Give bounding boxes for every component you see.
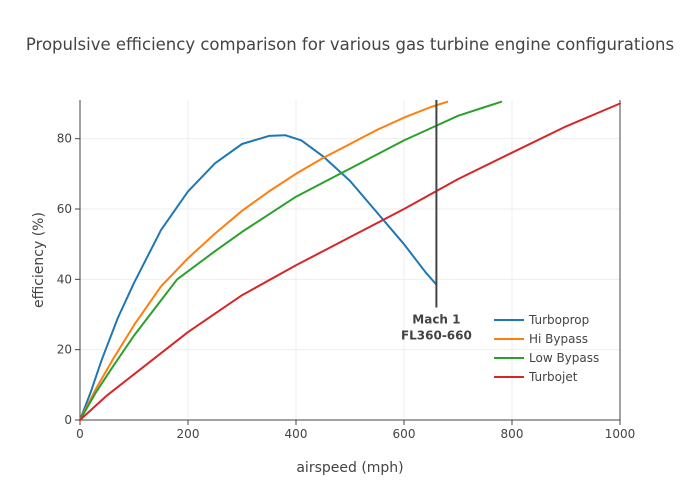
x-tick-label: 800 (501, 427, 524, 441)
y-tick-label: 60 (57, 202, 72, 216)
legend-label-low-bypass[interactable]: Low Bypass (529, 351, 599, 365)
series-line-low-bypass[interactable] (79, 100, 503, 421)
mach-1-annotation-text: Mach 1 (412, 312, 460, 326)
x-axis-title: airspeed (mph) (296, 460, 403, 476)
x-tick-label: 600 (393, 427, 416, 441)
x-tick-label: 1000 (605, 427, 636, 441)
x-tick-label: 0 (76, 427, 84, 441)
legend[interactable]: Turboprop Hi Bypass Low Bypass Turbojet (494, 313, 599, 384)
series-line-turboprop[interactable] (79, 134, 438, 421)
legend-label-turboprop[interactable]: Turboprop (528, 313, 589, 327)
y-tick-label: 20 (57, 343, 72, 357)
legend-label-hi-bypass[interactable]: Hi Bypass (529, 332, 588, 346)
y-tick-label: 80 (57, 132, 72, 146)
legend-label-turbojet[interactable]: Turbojet (528, 370, 578, 384)
mach-1-annotation-text: FL360-660 (401, 328, 472, 342)
series-lines (79, 100, 621, 421)
x-tick-label: 200 (177, 427, 200, 441)
y-tick-label: 40 (57, 272, 72, 286)
y-axis-title: efficiency (%) (31, 212, 47, 308)
axes: 0 200 400 600 800 1000 0 20 40 60 80 (57, 100, 636, 441)
x-tick-label: 400 (285, 427, 308, 441)
mach-1-annotation: Mach 1 FL360-660 (401, 100, 472, 342)
chart-title: Propulsive efficiency comparison for var… (26, 35, 674, 54)
y-tick-label: 0 (64, 413, 72, 427)
series-line-turbojet[interactable] (79, 102, 621, 421)
series-line-hi-bypass[interactable] (79, 100, 449, 421)
